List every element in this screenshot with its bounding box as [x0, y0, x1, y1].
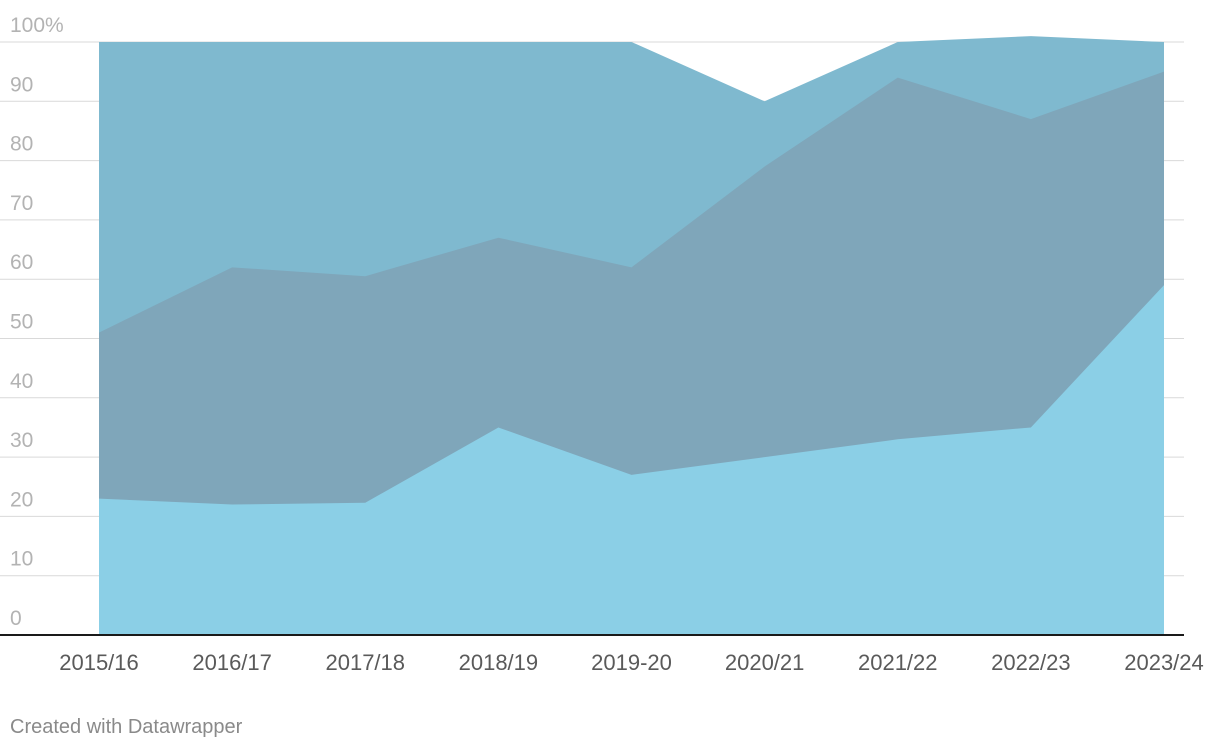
y-tick-label: 80: [10, 133, 33, 156]
y-tick-label: 40: [10, 370, 33, 393]
x-tick-label: 2017/18: [325, 650, 405, 675]
x-tick-label: 2019-20: [591, 650, 672, 675]
y-tick-label: 50: [10, 311, 33, 334]
y-tick-label: 70: [10, 192, 33, 215]
y-tick-label: 60: [10, 251, 33, 274]
credit-text: Created with Datawrapper: [10, 716, 243, 738]
y-axis-labels: 0 10 20 30 40 50 60 70 80 90 100%: [10, 14, 64, 630]
areas: [99, 36, 1164, 635]
x-tick-label: 2023/24: [1124, 650, 1204, 675]
x-axis-labels: 2015/16 2016/17 2017/18 2018/19 2019-20 2020/…: [59, 650, 1204, 675]
x-tick-label: 2016/17: [192, 650, 272, 675]
y-tick-label: 0: [10, 607, 22, 630]
y-tick-label: 20: [10, 488, 33, 511]
area-series-3: [99, 285, 1164, 635]
x-tick-label: 2020/21: [725, 650, 805, 675]
y-tick-label: 90: [10, 73, 33, 96]
x-tick-label: 2022/23: [991, 650, 1071, 675]
x-tick-label: 2018/19: [459, 650, 539, 675]
x-tick-label: 2015/16: [59, 650, 139, 675]
x-tick-label: 2021/22: [858, 650, 938, 675]
y-tick-label: 100%: [10, 14, 64, 37]
y-tick-label: 10: [10, 548, 33, 571]
y-tick-label: 30: [10, 429, 33, 452]
